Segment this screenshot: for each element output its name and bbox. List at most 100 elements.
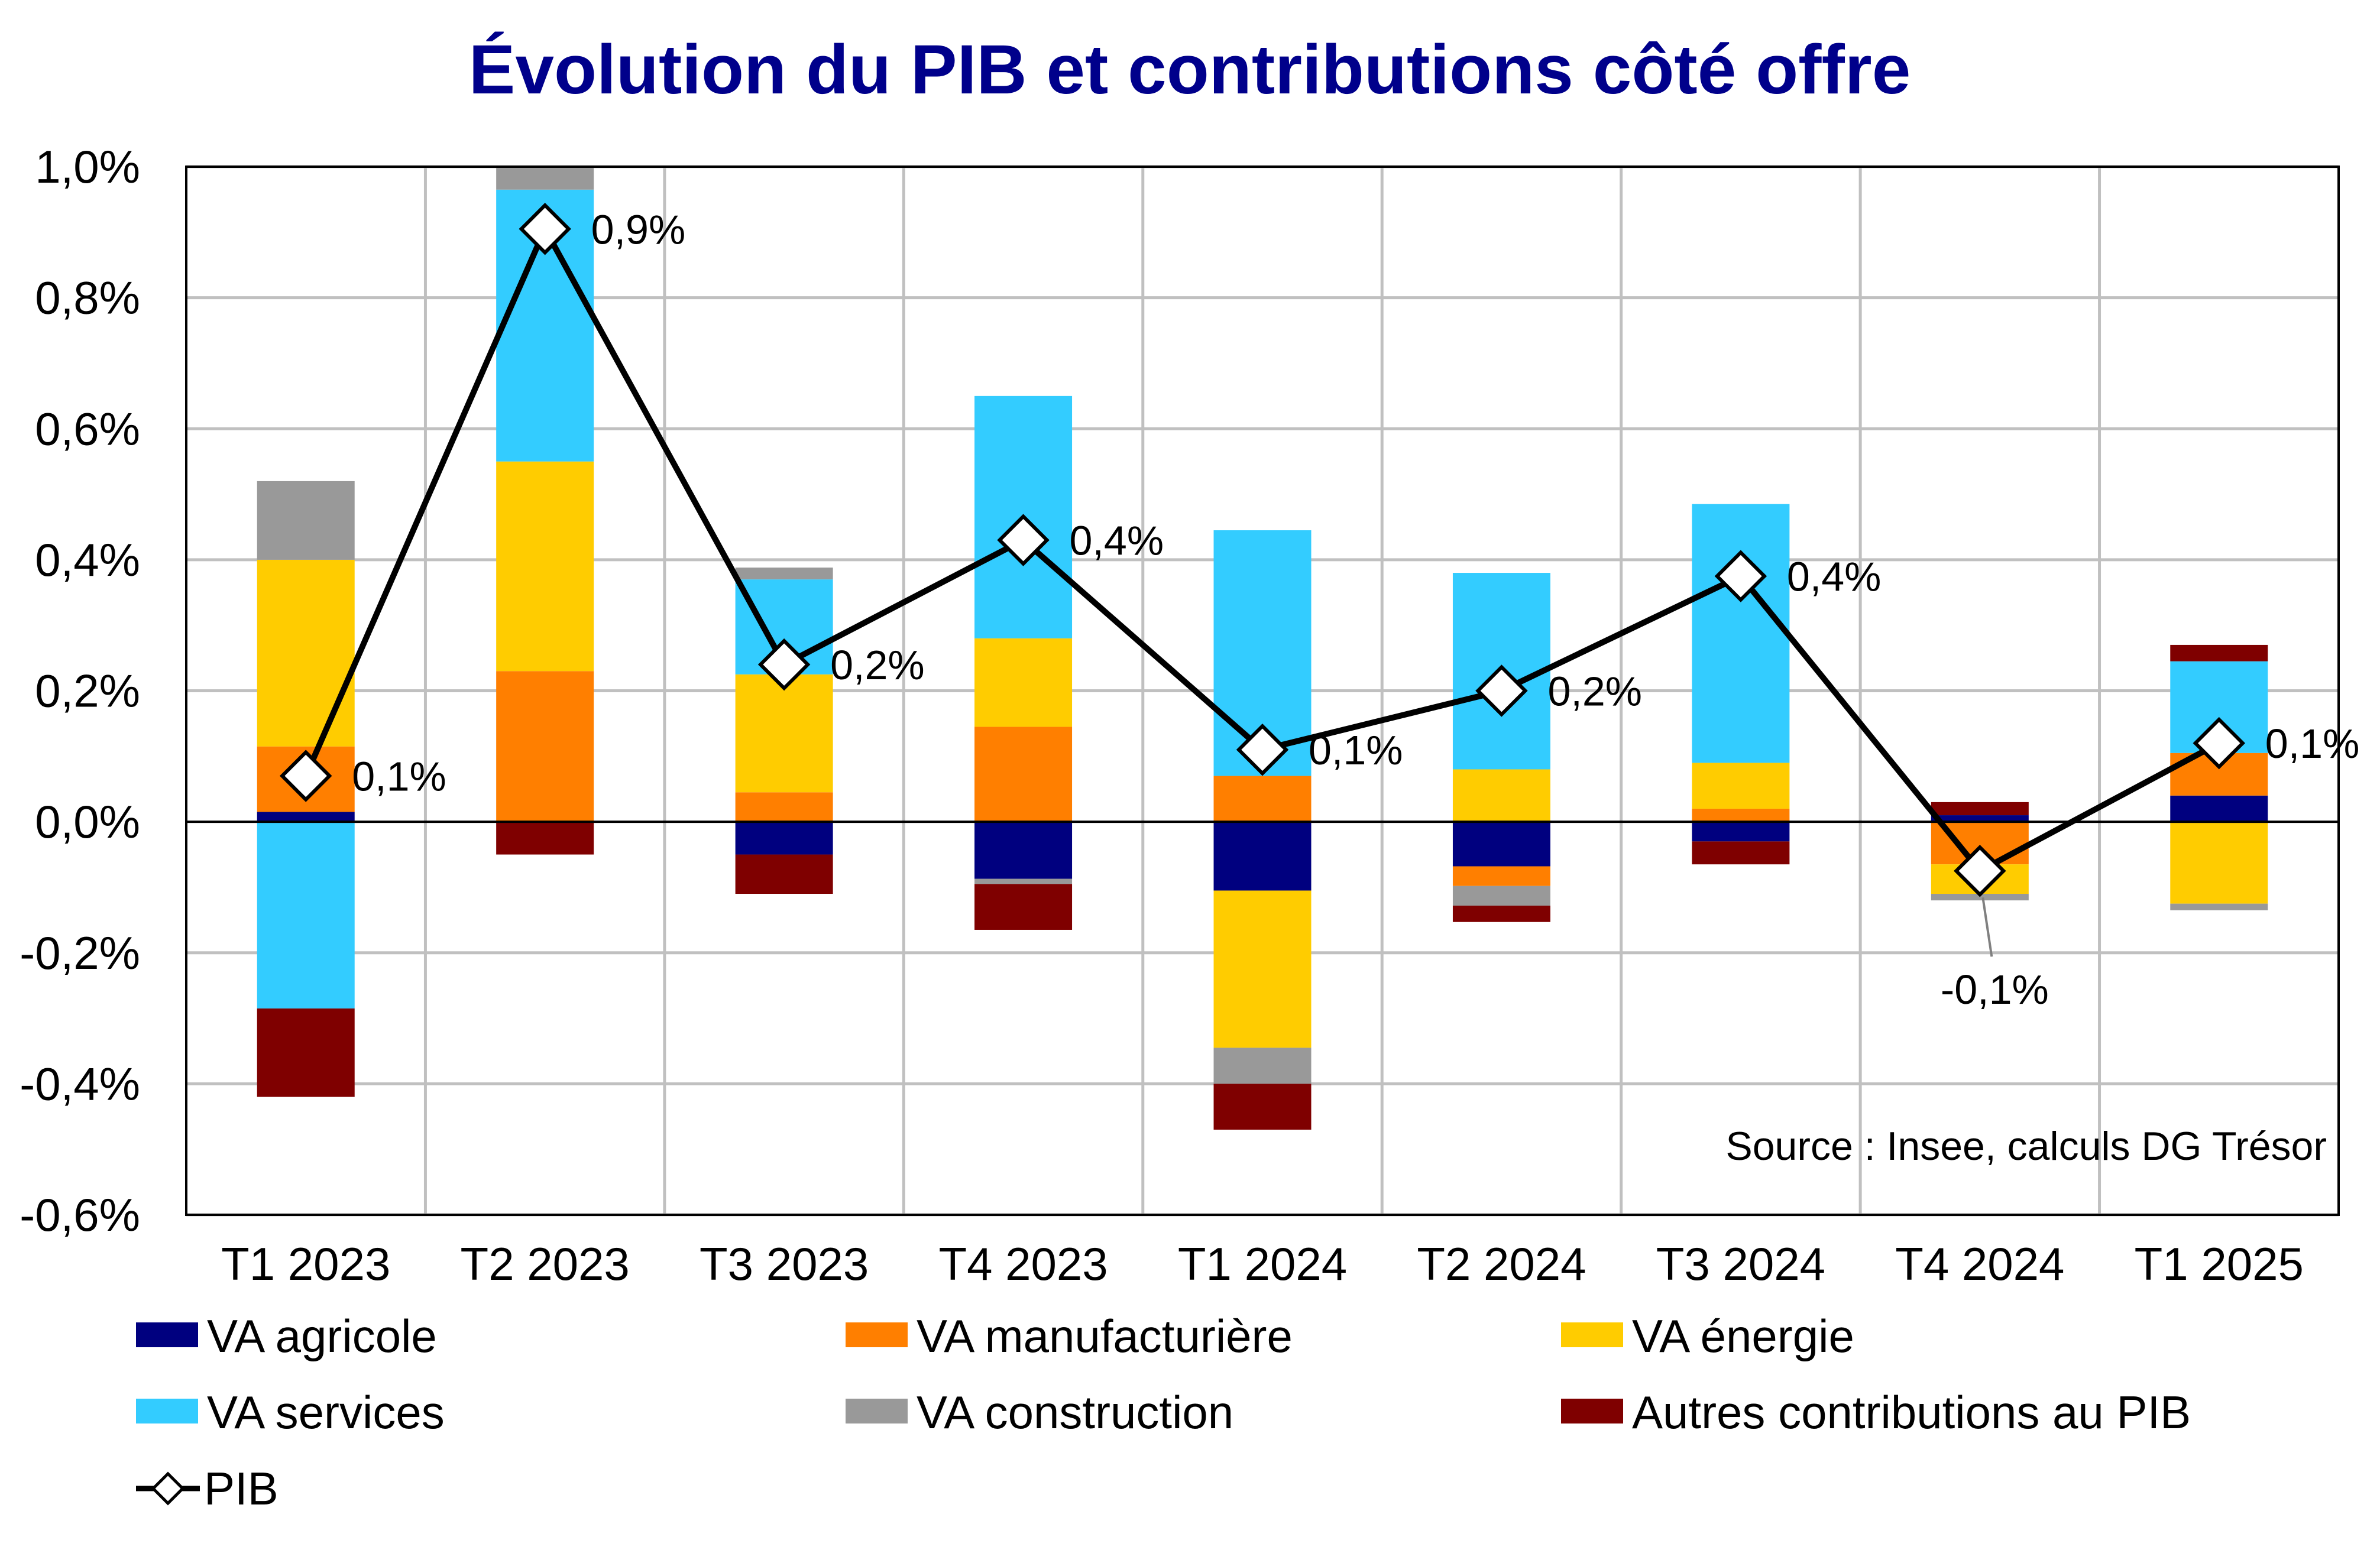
data-label: 0,2% [830, 642, 925, 688]
bar-segment [1452, 822, 1550, 867]
bar-segment [257, 812, 355, 822]
x-tick-label: T3 2023 [700, 1238, 869, 1290]
data-labels: 0,1% 0,9% 0,2% 0,4% 0,1% 0,2% 0,4% -0,1% 0,1% [352, 206, 2359, 1013]
bar-segment [735, 792, 833, 822]
legend-label: VA énergie [1632, 1310, 1854, 1362]
legend-label: VA manufacturière [917, 1310, 1293, 1362]
legend-swatch [846, 1399, 908, 1423]
x-axis: T1 2023 T2 2023 T3 2023 T4 2023 T1 2024 T2 20… [221, 1238, 2304, 1290]
data-label: 0,4% [1787, 554, 1882, 600]
pib-line-series [279, 203, 2246, 897]
legend-swatch [136, 1322, 198, 1347]
legend-label: VA construction [917, 1386, 1233, 1438]
bar-segment [974, 884, 1073, 930]
pib-marker [757, 638, 811, 691]
y-tick-label: -0,6% [20, 1189, 140, 1241]
chart-title: Évolution du PIB et contributions côté o… [469, 31, 1911, 109]
data-label-leader [1981, 897, 1993, 957]
bar-segment [1931, 894, 2029, 901]
x-tick-label: T4 2024 [1895, 1238, 2064, 1290]
bar-segment [2170, 822, 2268, 904]
bar-segment [974, 638, 1073, 727]
y-tick-label: 0,0% [35, 796, 140, 848]
legend-swatch [846, 1322, 908, 1347]
x-tick-label: T3 2024 [1656, 1238, 1825, 1290]
legend-label: VA agricole [207, 1310, 437, 1362]
legend-marker-swatch [151, 1471, 185, 1506]
bar-segment [2170, 795, 2268, 822]
data-label: 0,1% [352, 754, 446, 800]
bar-segment [974, 727, 1073, 822]
y-tick-label: -0,2% [20, 927, 140, 979]
y-tick-label: -0,4% [20, 1058, 140, 1110]
pib-marker [997, 514, 1050, 566]
bar-segment [257, 481, 355, 560]
source-note: Source : Insee, calculs DG Trésor [1725, 1124, 2327, 1169]
pib-marker [1714, 550, 1767, 602]
bar-segment [1452, 866, 1550, 886]
bar-segment [1213, 1084, 1312, 1130]
pib-marker [1236, 723, 1289, 776]
bar-segment [1692, 808, 1790, 822]
bar-segment [1692, 841, 1790, 865]
legend-swatch [136, 1399, 198, 1423]
legend-label: Autres contributions au PIB [1632, 1386, 2191, 1438]
bar-segment [735, 854, 833, 894]
data-label: 0,1% [1309, 727, 1403, 773]
bar-segment [1692, 504, 1790, 763]
legend-label: PIB [204, 1463, 279, 1515]
data-label: 0,1% [2265, 721, 2360, 767]
bar-segment [1692, 822, 1790, 842]
y-tick-label: 0,4% [35, 534, 140, 586]
bar-segment [496, 167, 594, 190]
y-axis: 1,0% 0,8% 0,6% 0,4% 0,2% 0,0% -0,2% -0,4% -0,6% [20, 141, 140, 1241]
bar-segment [735, 822, 833, 855]
bar-segment [1452, 886, 1550, 906]
data-label: 0,9% [591, 206, 686, 252]
data-label: 0,2% [1547, 669, 1642, 715]
pib-marker [519, 203, 571, 255]
legend-swatch [1561, 1322, 1623, 1347]
plot-area-border [185, 166, 2340, 1216]
bar-segment [1692, 763, 1790, 809]
pib-marker [1475, 664, 1528, 717]
x-tick-label: T2 2023 [461, 1238, 630, 1290]
legend-swatch [1561, 1399, 1623, 1423]
bar-segment [735, 674, 833, 793]
bar-segment [1213, 822, 1312, 891]
x-tick-label: T1 2025 [2135, 1238, 2304, 1290]
x-tick-label: T4 2023 [938, 1238, 1108, 1290]
y-tick-label: 0,6% [35, 403, 140, 455]
x-tick-label: T2 2024 [1417, 1238, 1586, 1290]
legend-label: VA services [207, 1386, 445, 1438]
bar-segment [1213, 1048, 1312, 1084]
x-tick-label: T1 2024 [1178, 1238, 1347, 1290]
bar-segment [2170, 903, 2268, 910]
bar-segment [1931, 815, 2029, 822]
pib-marker [279, 750, 332, 802]
bar-segment [2170, 644, 2268, 661]
y-tick-label: 0,2% [35, 665, 140, 717]
bar-segment [257, 559, 355, 747]
bar-segment [496, 461, 594, 672]
bar-segment [257, 822, 355, 1009]
bar-segment [735, 568, 833, 580]
bar-segment [1452, 769, 1550, 822]
y-tick-label: 0,8% [35, 272, 140, 324]
legend: VA agricole VA manufacturière VA énergie VA… [136, 1310, 2191, 1515]
y-tick-label: 1,0% [35, 141, 140, 193]
bar-segment [496, 822, 594, 855]
data-label: 0,4% [1070, 518, 1164, 564]
x-tick-label: T1 2023 [221, 1238, 390, 1290]
bar-segment [974, 878, 1073, 884]
bar-segment [1931, 802, 2029, 816]
data-label: -0,1% [1941, 967, 2049, 1013]
bar-segment [1213, 776, 1312, 822]
pib-marker [2193, 716, 2246, 770]
bar-segment [257, 1008, 355, 1097]
pib-marker [1954, 844, 2006, 897]
bar-segment [1213, 890, 1312, 1048]
bar-segment [1452, 905, 1550, 922]
bar-segment [496, 671, 594, 822]
